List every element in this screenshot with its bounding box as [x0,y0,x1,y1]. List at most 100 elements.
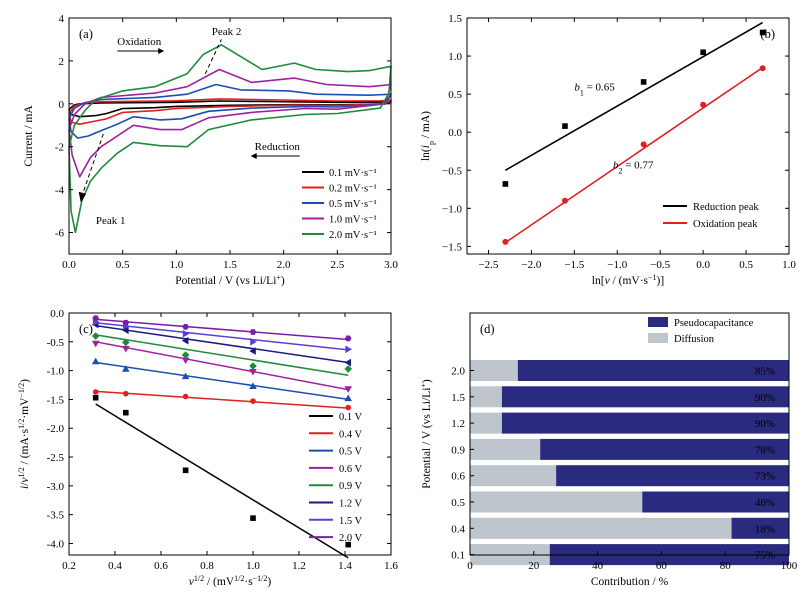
y-axis-label: ln(ip / mA) [420,111,436,161]
x-axis-label: v1/2 / (mV1/2·s−1/2) [189,574,272,589]
bar-value-label: 73% [755,471,775,483]
marker-square [759,29,766,36]
legend-label: Oxidation peak [693,219,758,230]
x-tick-label: 1.6 [384,560,398,572]
marker-circle [640,141,647,148]
marker-triangle-down [344,386,353,393]
marker-hexagon [122,319,130,326]
reduction-label: Reduction [255,141,301,153]
y-tick-label: 1.5 [448,13,462,25]
x-tick-label: −1.5 [564,259,584,271]
plot-frame [466,17,790,255]
legend-label: 0.6 V [339,464,363,475]
marker-triangle-right [345,345,353,354]
y-axis-label: Current / mA [23,105,35,167]
x-tick-label: 100 [781,560,798,572]
bar-diffusion [470,438,541,460]
marker-square [502,181,509,187]
marker-diamond [91,332,100,340]
marker-square [562,123,568,129]
x-tick-label: 40 [592,560,604,572]
marker-circle [502,238,509,245]
peak1-guide [81,133,104,197]
marker-triangle-right [182,329,190,338]
y-tick-label: 0.0 [448,127,462,139]
panel-label: (d) [480,322,495,336]
y-tick-label: 1.2 [451,418,465,430]
marker-triangle-up [91,357,100,365]
marker-square [640,79,647,85]
marker-triangle-down [91,340,100,348]
bar-value-label: 85% [755,366,775,378]
bar-value-label: 18% [755,523,775,535]
x-tick-label: 60 [656,560,668,572]
x-tick-label: −0.5 [650,259,670,271]
marker-triangle-up [344,394,353,402]
marker-diamond [181,351,190,359]
peak1-label: Peak 1 [96,215,126,227]
legend-label: 0.1 V [339,412,363,423]
peak1-arrowhead [78,191,87,203]
y-tick-label: -1.0 [47,366,65,378]
y-tick-label: 0.4 [451,523,465,535]
marker-square [92,394,99,401]
y-tick-label: -2.0 [47,423,65,435]
x-tick-label: 1.4 [338,560,352,572]
y-tick-label: 4 [59,13,65,25]
x-tick-label: 0 [467,560,473,572]
x-axis-label: Contribution / % [591,576,669,588]
b2-annotation: b2 = 0.77 [613,160,654,176]
marker-square [182,467,189,474]
marker-hexagon [182,323,189,330]
x-tick-label: 0.5 [739,259,753,271]
marker-triangle-left [344,358,352,367]
bar-pseudocapacitance [540,438,789,460]
legend-label: 2.0 mV·s⁻¹ [329,230,377,241]
bar-pseudocapacitance [501,412,789,434]
y-tick-label: -4.0 [47,538,65,550]
marker-circle [759,65,766,72]
x-tick-label: −2.0 [521,259,541,271]
oxidation-arrowhead [158,48,165,54]
x-axis-label: ln[v / (mV·s−1)] [592,273,664,288]
oxidation-label: Oxidation [117,36,161,48]
legend-label: 1.5 V [339,516,363,527]
marker-diamond [122,338,130,347]
legend-label: 2.0 V [339,533,363,544]
y-axis-label: i/v1/2 / (mA·s1/2·mV−1/2) [17,379,32,489]
bar-value-label: 90% [755,392,775,404]
x-axis-label: Potential / V (vs Li/Li+) [175,273,285,288]
y-axis-label: Potential / V (vs Li/Li+) [419,379,434,489]
y-tick-label: −1.5 [442,241,462,253]
y-tick-label: -2.5 [47,452,65,464]
panel-d: 85% 2.0 90% 1.5 90% 1.2 78% 0.9 73% 0.6 46% 0.5 18% 0… [419,312,798,588]
marker-hexagon [249,329,257,335]
y-tick-label: -1.5 [47,394,65,406]
fit-line [504,21,764,171]
reduction-arrowhead [250,153,257,159]
panel-c: 0.2 0.4 0.6 0.8 1.0 1.2 1.4 1.6 -4.0 -3.5 -3.0 -2.5… [17,308,399,588]
marker-triangle-left [181,336,189,345]
x-tick-label: 2.0 [277,259,291,271]
panel-label: (b) [760,27,775,41]
bar-diffusion [470,412,502,434]
x-tick-label: 80 [720,560,732,572]
y-tick-label: 0.6 [451,471,465,483]
marker-square [345,541,352,548]
legend-swatch [648,317,668,327]
plot-frame [469,312,790,556]
bar-diffusion [470,517,732,539]
legend-label: 0.5 V [339,447,363,458]
x-tick-label: 1.0 [246,560,260,572]
cv-curve [68,83,392,139]
bar-value-label: 78% [755,444,775,456]
y-tick-label: -3.5 [47,510,65,522]
y-tick-label: 0.0 [50,308,64,320]
y-tick-label: -0.5 [47,337,65,349]
x-tick-label: 0.4 [108,560,122,572]
legend-label: Reduction peak [693,202,759,213]
bar-pseudocapacitance [731,517,789,539]
marker-diamond [344,365,353,373]
y-tick-label: 0.5 [451,497,465,509]
fit-line [95,322,349,351]
